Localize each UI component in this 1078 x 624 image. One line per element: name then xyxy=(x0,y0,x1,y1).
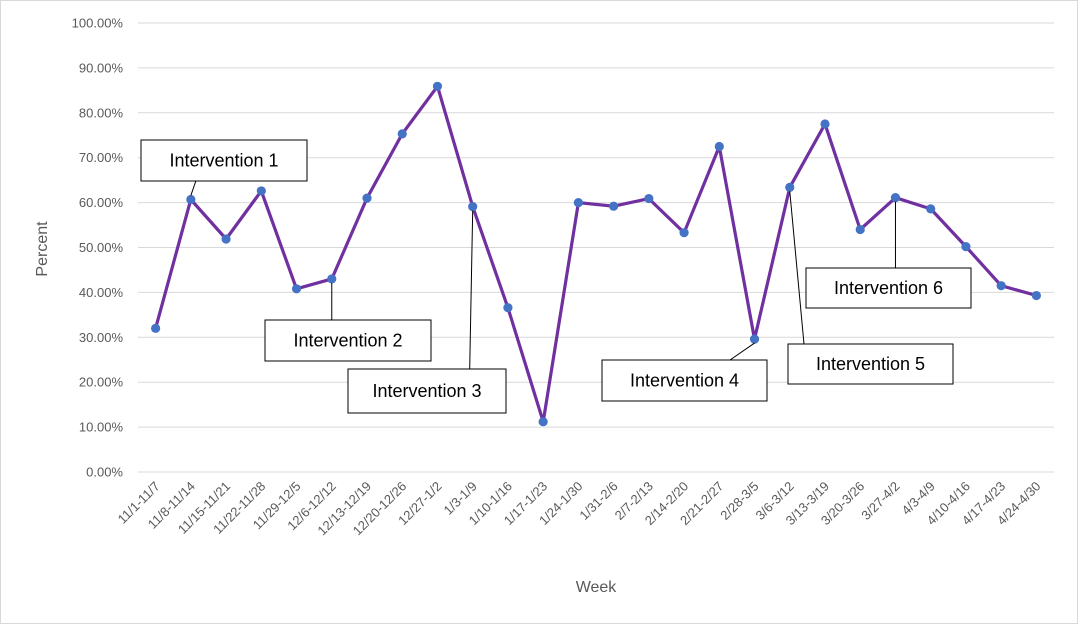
y-tick-label: 80.00% xyxy=(79,105,124,120)
data-point xyxy=(256,186,266,196)
data-point xyxy=(644,193,654,204)
data-point xyxy=(186,194,196,205)
data-point xyxy=(291,284,302,294)
y-tick-label: 20.00% xyxy=(79,375,124,390)
data-point xyxy=(432,81,443,91)
x-axis-ticks: 11/1-11/711/8-11/1411/15-11/2111/22-11/2… xyxy=(115,479,1044,539)
data-point xyxy=(397,129,407,139)
y-tick-label: 100.00% xyxy=(72,16,124,31)
data-point xyxy=(221,234,231,244)
callout-box xyxy=(787,343,954,385)
data-point xyxy=(538,417,548,427)
callout-box xyxy=(140,139,308,182)
y-tick-label: 10.00% xyxy=(79,420,124,435)
data-point xyxy=(785,182,795,192)
data-point xyxy=(996,281,1006,291)
callout-label: Intervention 1 xyxy=(169,151,278,171)
gridlines xyxy=(138,22,1054,473)
data-point xyxy=(679,228,689,238)
x-tick-label: 3/27-4/2 xyxy=(858,479,902,523)
data-point xyxy=(1031,290,1041,301)
data-point xyxy=(749,334,760,344)
callout-leader xyxy=(190,180,197,196)
callout-leader xyxy=(469,210,474,370)
y-tick-label: 50.00% xyxy=(79,240,124,255)
data-point xyxy=(362,193,372,203)
data-point xyxy=(820,119,830,129)
data-point xyxy=(714,141,724,152)
y-tick-label: 0.00% xyxy=(86,465,123,480)
y-axis-ticks: 0.00% 10.00% 20.00% 30.00% 40.00% 50.00% 60.00… xyxy=(72,16,124,480)
y-tick-label: 90.00% xyxy=(79,60,124,75)
data-point xyxy=(573,198,583,208)
y-axis-title: Percent xyxy=(34,221,51,277)
callout-label: Intervention 4 xyxy=(630,371,739,391)
callout-box xyxy=(601,359,768,402)
callouts: Intervention 1 Intervention 2 Intervention… xyxy=(140,139,972,414)
x-tick-label: 2/28-3/5 xyxy=(717,479,761,523)
y-tick-label: 30.00% xyxy=(79,330,124,345)
data-point xyxy=(503,303,513,313)
y-tick-label: 40.00% xyxy=(79,285,124,300)
series-path xyxy=(154,84,1037,424)
callout-label: Intervention 3 xyxy=(372,381,481,401)
callout-label: Intervention 2 xyxy=(293,331,402,351)
x-axis-title: Week xyxy=(576,579,618,596)
data-point xyxy=(609,201,619,211)
data-point xyxy=(890,193,901,203)
callout-box xyxy=(347,368,507,414)
data-point xyxy=(327,274,337,284)
y-tick-label: 60.00% xyxy=(79,195,124,210)
series-line xyxy=(151,81,1041,427)
data-point xyxy=(855,224,865,235)
callout-label: Intervention 5 xyxy=(816,354,925,374)
callout-leader xyxy=(729,342,755,361)
x-tick-label: 1/31-2/6 xyxy=(576,479,620,523)
data-point xyxy=(468,202,478,212)
data-point xyxy=(926,204,936,214)
callout-box xyxy=(805,267,972,309)
callout-leaders xyxy=(190,180,896,370)
callout-label: Intervention 6 xyxy=(834,278,943,298)
data-point xyxy=(961,242,971,252)
y-tick-label: 70.00% xyxy=(79,150,124,165)
callout-box xyxy=(264,319,432,362)
data-point xyxy=(151,323,161,333)
callout-leader xyxy=(789,191,805,345)
